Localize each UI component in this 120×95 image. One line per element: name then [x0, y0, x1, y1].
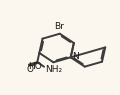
Text: N: N [72, 52, 79, 61]
Text: Br: Br [54, 22, 63, 31]
Text: NH₂: NH₂ [45, 65, 63, 74]
Text: HO: HO [29, 62, 42, 71]
Text: O: O [27, 65, 34, 74]
